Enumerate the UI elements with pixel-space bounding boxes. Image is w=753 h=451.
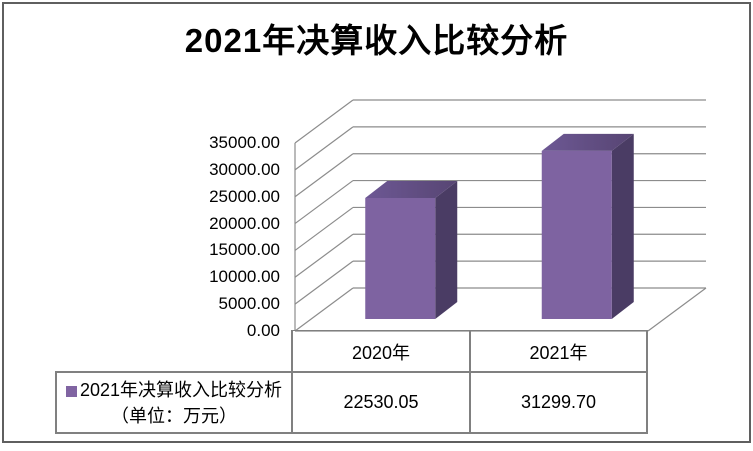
legend-series-marker	[65, 385, 77, 397]
y-axis-tick-label: 15000.00	[209, 240, 280, 260]
table-bottom-border	[55, 432, 648, 434]
gridline	[647, 287, 707, 332]
table-v-border-3	[646, 330, 648, 434]
bar-2020年	[365, 197, 436, 319]
y-axis-tick-label: 10000.00	[209, 267, 280, 287]
gridline	[294, 180, 354, 225]
y-axis-tick-label: 5000.00	[218, 294, 280, 314]
table-v-border-1	[291, 330, 293, 434]
value-cell-2021: 31299.70	[520, 392, 597, 412]
y-axis-tick-label: 0.00	[246, 321, 280, 340]
chart-title: 2021年决算收入比较分析	[184, 22, 569, 59]
gridline	[294, 233, 354, 278]
bar-side-face	[611, 133, 634, 319]
legend-text: 2021年决算收入比较分析（单位：万元）	[61, 377, 287, 429]
gridline	[294, 99, 354, 144]
gridline	[294, 287, 354, 332]
gridline	[294, 126, 354, 171]
y-axis-tick-label: 30000.00	[209, 159, 280, 179]
category-label-2020: 2020年	[351, 342, 411, 363]
value-cell-2020: 22530.05	[343, 392, 419, 412]
table-mid-border	[55, 371, 648, 373]
legend-cell: 2021年决算收入比较分析（单位：万元）	[57, 373, 291, 432]
bar-top-face	[365, 180, 458, 198]
table-v-border-2	[469, 330, 471, 434]
legend-left-border	[55, 371, 57, 434]
category-label-2021: 2021年	[529, 342, 588, 363]
bar-side-face	[435, 180, 458, 319]
gridline	[294, 206, 354, 251]
bar-top-face	[541, 133, 634, 151]
y-axis-tick-label: 35000.00	[209, 133, 280, 152]
bar-2021年	[541, 150, 612, 319]
gridline	[294, 153, 354, 198]
y-axis-tick-label: 20000.00	[209, 213, 280, 233]
legend-series-label: 2021年决算收入比较分析（单位：万元）	[79, 379, 283, 426]
y-axis-tick-label: 25000.00	[209, 186, 280, 206]
gridline	[294, 260, 354, 305]
